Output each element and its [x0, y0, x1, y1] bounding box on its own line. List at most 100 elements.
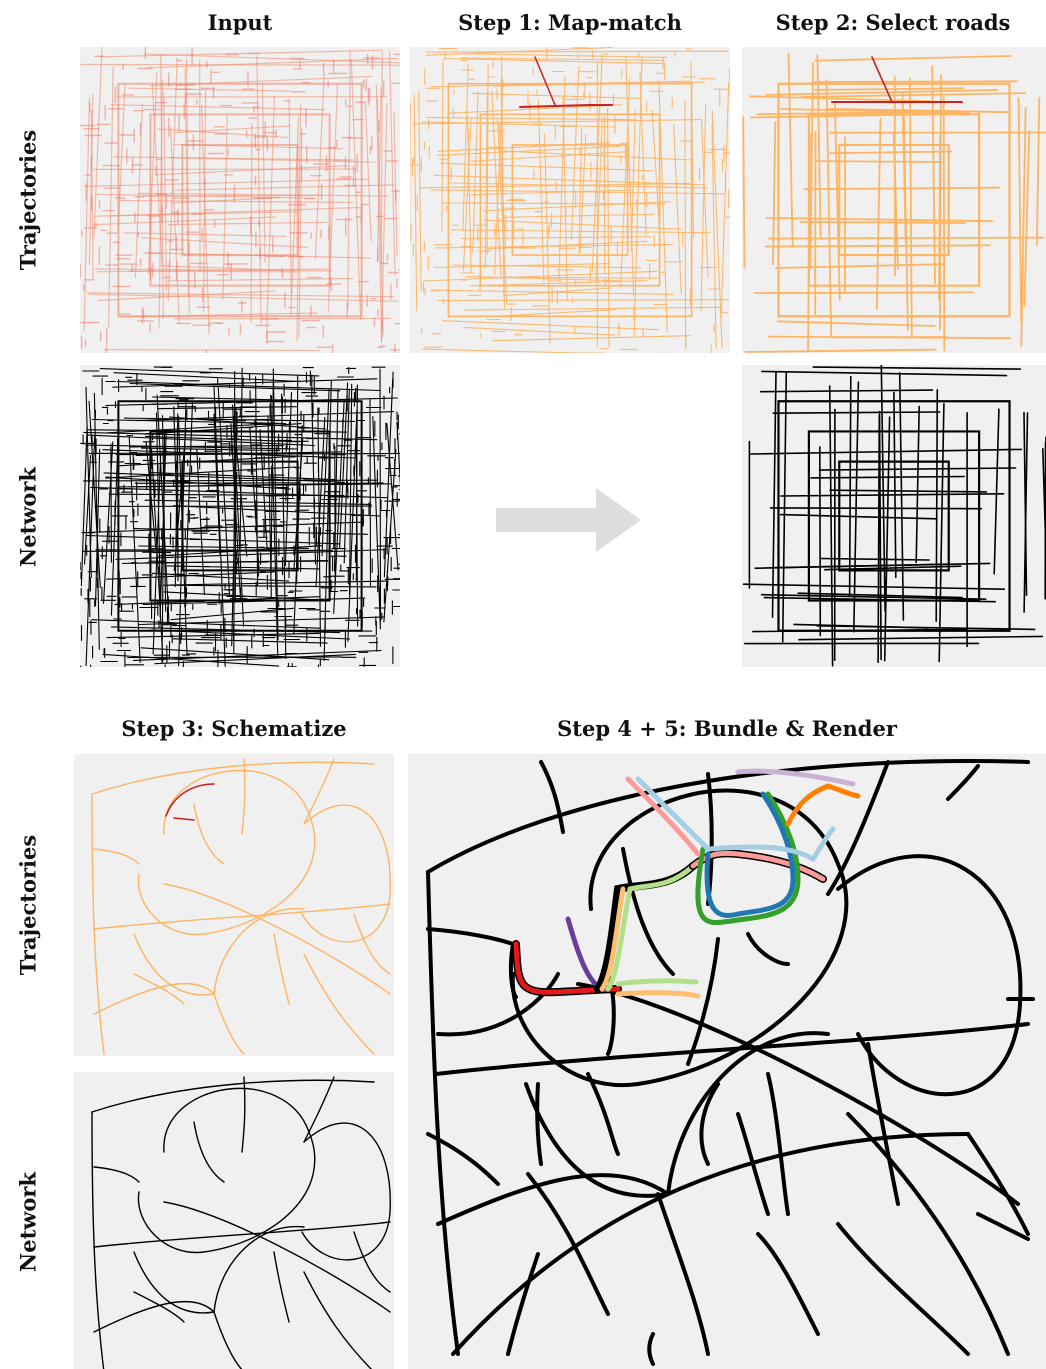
road-segment	[760, 593, 987, 600]
road-segment	[753, 291, 975, 294]
road-segment	[396, 421, 400, 488]
road-segment	[781, 371, 788, 643]
road-segment	[442, 320, 659, 331]
road-segment	[793, 623, 929, 629]
road-segment	[441, 58, 444, 232]
road-segment	[465, 275, 621, 282]
road-segment	[935, 389, 939, 622]
road-segment	[347, 49, 351, 311]
schematic-road	[213, 1225, 305, 1313]
schematic-road	[193, 803, 225, 865]
road-segment	[91, 418, 287, 425]
road-segment	[425, 50, 729, 53]
road-segment	[393, 112, 398, 257]
panel-step3-trajectories	[74, 754, 394, 1056]
road-segment	[1042, 448, 1046, 581]
road-segment	[492, 309, 617, 317]
road-segment	[798, 635, 1044, 641]
road-segment	[607, 108, 610, 348]
road-segment	[174, 184, 395, 191]
schematic-road	[273, 1251, 290, 1323]
road-segment	[883, 416, 891, 662]
road-segment	[823, 565, 962, 571]
schematic-road	[213, 993, 245, 1055]
road-segment	[234, 430, 248, 557]
road-segment	[570, 66, 580, 240]
arrow-right-icon	[496, 488, 641, 552]
road-segment	[84, 454, 92, 565]
road-segment	[819, 446, 822, 637]
schematic-road	[241, 1076, 246, 1153]
road-segment	[749, 448, 1023, 455]
road-segment	[239, 367, 243, 550]
road-segment	[369, 398, 372, 587]
road-segment	[684, 100, 687, 350]
road-segment	[537, 99, 545, 283]
schematic-road	[93, 982, 215, 1015]
road-segment	[422, 348, 600, 353]
road-segment	[379, 368, 382, 623]
road-segment	[769, 507, 983, 510]
network-roads	[426, 759, 1035, 1366]
road-segment	[939, 74, 942, 331]
road-segment	[144, 53, 400, 64]
ring-road	[777, 82, 1011, 318]
road-segment	[496, 117, 508, 305]
road-segment	[140, 647, 330, 661]
road-segment	[464, 53, 668, 58]
ring-road	[117, 82, 363, 318]
road-segment	[315, 416, 326, 588]
road-segment	[87, 434, 315, 447]
road-segment	[155, 412, 161, 603]
panel-step1-trajectories	[410, 47, 730, 353]
road-segment	[942, 96, 946, 352]
road-segment	[128, 435, 141, 663]
panel-step2-trajectories	[742, 47, 1046, 353]
road-segment	[761, 370, 1008, 377]
road-segment	[700, 104, 707, 312]
road-segment	[814, 80, 1018, 83]
road-segment	[452, 264, 642, 269]
road-segment	[93, 47, 103, 239]
schematic-road	[133, 973, 185, 1005]
road-segment	[728, 68, 730, 104]
road-segment	[742, 116, 746, 269]
road-segment	[262, 84, 266, 263]
trajectory-map-selected	[742, 52, 1046, 353]
column-title-step45: Step 4 + 5: Bundle & Render	[557, 716, 897, 741]
road-segment	[825, 79, 833, 337]
road-segment	[765, 217, 994, 223]
road-segment	[816, 54, 822, 238]
road-segment	[764, 244, 991, 248]
row-label-network-top: Network	[15, 467, 41, 567]
road-segment	[625, 56, 635, 297]
road-segment	[85, 444, 295, 450]
road-segment	[460, 236, 651, 240]
trajectory-map-matched	[410, 47, 730, 353]
road-segment	[83, 97, 90, 331]
road-segment	[797, 592, 963, 599]
road-segment	[108, 66, 114, 328]
road-segment	[339, 382, 349, 549]
road-segment	[775, 263, 946, 269]
road-segment	[780, 493, 1005, 497]
road-segment	[167, 221, 328, 226]
road-segment	[386, 423, 399, 571]
schematic-road	[93, 903, 391, 930]
road-segment	[196, 449, 205, 596]
road-segment	[440, 162, 654, 172]
road-segment	[558, 75, 566, 282]
road-segment	[825, 107, 1010, 114]
road-segment	[364, 101, 372, 242]
road-segment	[355, 433, 359, 627]
road-segment	[95, 549, 333, 551]
schematic-road	[303, 1271, 373, 1369]
schematic-road	[353, 1231, 391, 1293]
schematic-road	[163, 1201, 391, 1313]
road-segment	[201, 104, 210, 335]
schematic-road	[213, 1311, 243, 1369]
schematic-trajectories	[91, 758, 391, 1055]
road-segment	[814, 87, 965, 91]
road-segment	[578, 127, 583, 254]
road-segment	[160, 54, 164, 319]
